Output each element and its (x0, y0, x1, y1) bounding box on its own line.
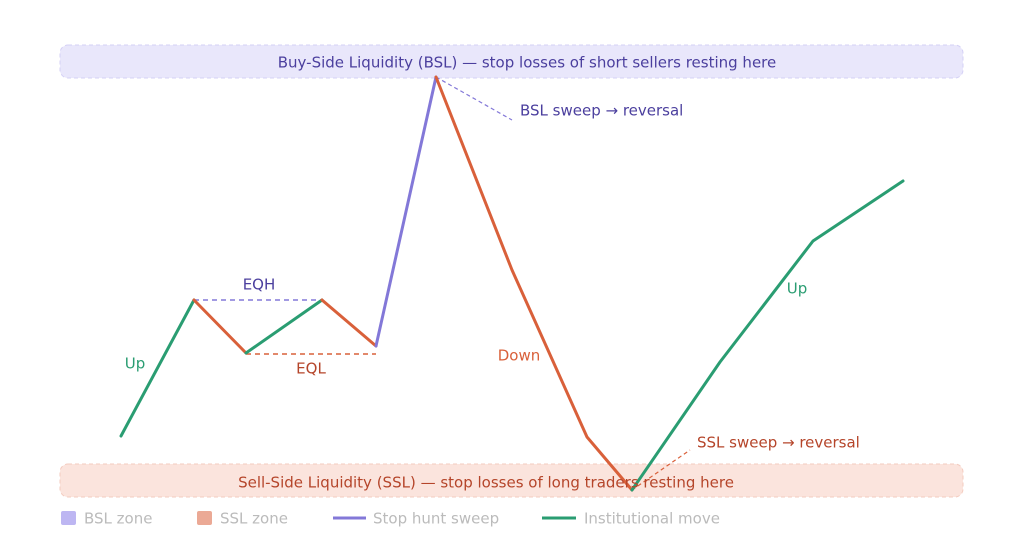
institutional-move (630, 179, 905, 492)
ssl-zone (59, 463, 964, 498)
stop-hunt (374, 75, 438, 348)
bsl-label: Buy-Side Liquidity (BSL) — stop losses o… (278, 54, 777, 72)
bsl-sweep-pointer (435, 76, 513, 121)
bsl-zone (59, 44, 964, 79)
annotation: Up (787, 280, 808, 298)
annotation: EQL (296, 360, 326, 378)
legend-swatch (197, 511, 212, 525)
legend-label: SSL zone (220, 510, 288, 528)
annotation: BSL sweep → reversal (520, 102, 683, 120)
legend-swatch (61, 511, 76, 525)
down-move (320, 298, 378, 348)
legend-label: Stop hunt sweep (373, 510, 499, 528)
up-move (119, 298, 196, 438)
annotation: Up (125, 355, 146, 373)
ssl-sweep-pointer (631, 449, 691, 491)
annotation: SSL sweep → reversal (697, 434, 860, 452)
down-move (434, 75, 634, 492)
annotation: Down (498, 347, 541, 365)
legend-label: Institutional move (584, 510, 720, 528)
legend-label: BSL zone (84, 510, 152, 528)
ssl-label: Sell-Side Liquidity (SSL) — stop losses … (238, 474, 734, 492)
down-move (192, 298, 248, 355)
annotation: EQH (243, 276, 276, 294)
up-move (244, 298, 324, 355)
